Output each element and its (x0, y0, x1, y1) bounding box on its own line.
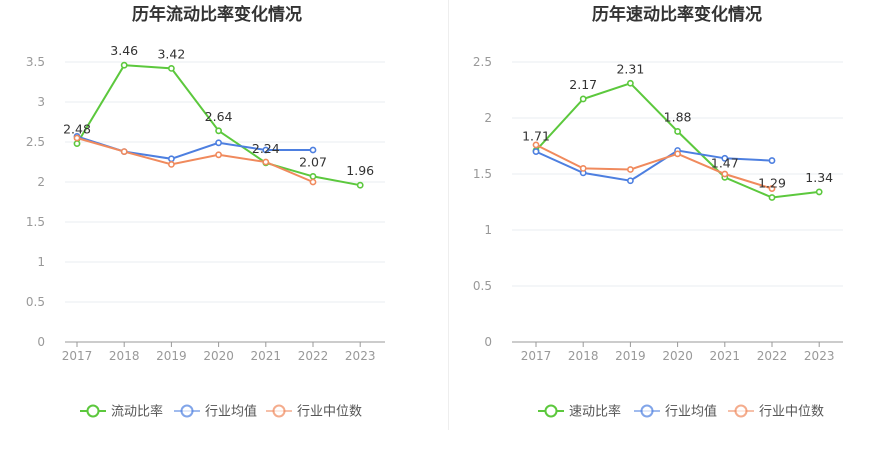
chart2-series-point-3 (674, 150, 681, 158)
chart2-series-line-3 (535, 144, 773, 190)
chart2-legend-marker-2[interactable] (640, 404, 654, 418)
chart1-x-tick-label: 2021 (251, 349, 282, 363)
chart2-series-line-2 (535, 149, 773, 182)
chart1-data-label: 2.24 (252, 141, 280, 156)
chart1-series-point-3 (262, 158, 270, 166)
chart1-legend-marker-3[interactable] (272, 404, 286, 418)
panel-divider (448, 0, 449, 430)
chart1-x-tick-label: 2020 (203, 349, 234, 363)
chart2-y-tick-label: 2.5 (473, 55, 492, 69)
chart1-data-label: 1.96 (346, 163, 374, 178)
chart2-series-point-2 (768, 157, 776, 164)
chart2-series-point-2 (627, 177, 634, 185)
chart2-data-label: 1.29 (758, 176, 786, 191)
chart1-series-point-1 (215, 127, 222, 135)
chart1-series-point-3 (120, 148, 128, 155)
chart2-x-tick-label: 2018 (568, 349, 599, 363)
chart2-x-tick-label: 2020 (662, 349, 693, 363)
chart1-y-tick-label: 0.5 (26, 295, 45, 309)
chart2-x-tick-label: 2021 (710, 349, 741, 363)
chart2-data-label: 1.88 (664, 109, 692, 124)
chart2-data-label: 2.31 (616, 61, 644, 76)
chart1-data-label: 2.48 (63, 122, 91, 137)
chart2-series-point-3 (579, 164, 587, 172)
chart2-series-point-1 (627, 79, 634, 87)
chart1-x-tick-label: 2019 (156, 349, 187, 363)
chart1-series-point-3 (73, 134, 81, 142)
chart1-x-tick-label: 2022 (298, 349, 329, 363)
chart2-data-label: 1.47 (711, 155, 739, 170)
chart2-series-point-1 (674, 128, 681, 135)
chart1-y-tick-label: 0 (37, 335, 45, 349)
chart2-x-tick-label: 2022 (757, 349, 788, 363)
chart2-series-point-3 (532, 141, 540, 149)
chart1-series-point-2 (167, 155, 175, 163)
chart2-series-point-1 (579, 95, 587, 103)
chart2-legend-label-3[interactable]: 行业中位数 (759, 405, 824, 420)
chart2-series-point-3 (627, 166, 634, 173)
chart2-y-tick-label: 1 (484, 223, 492, 237)
chart1-series-line-3 (76, 137, 314, 183)
chart2-y-tick-label: 2 (484, 111, 492, 125)
chart2-data-label: 1.71 (522, 128, 550, 143)
chart1-series-point-1 (309, 172, 317, 180)
chart2-data-label: 2.17 (569, 77, 597, 92)
chart2-y-tick-label: 0.5 (473, 279, 492, 293)
chart1-data-label: 2.07 (299, 154, 327, 169)
chart1-y-tick-label: 3.5 (26, 55, 45, 69)
chart1-y-tick-label: 2.5 (26, 135, 45, 149)
chart1-legend-label-1[interactable]: 流动比率 (111, 404, 163, 420)
chart2-x-tick-label: 2017 (521, 349, 552, 363)
chart1-legend-marker-1[interactable] (86, 404, 100, 418)
chart1-series-point-2 (215, 139, 222, 147)
chart1-x-tick-label: 2017 (62, 349, 93, 363)
chart1-series-point-3 (167, 160, 175, 168)
chart2-series-point-1 (815, 188, 823, 196)
chart1-series-point-3 (309, 178, 317, 186)
chart1-legend-label-3[interactable]: 行业中位数 (297, 405, 362, 420)
chart2-y-tick-label: 0 (484, 335, 492, 349)
chart1-y-tick-label: 3 (37, 95, 45, 109)
chart2-series-point-3 (721, 170, 729, 178)
chart1-series-point-1 (356, 181, 364, 189)
chart1-data-label: 2.64 (205, 109, 233, 124)
chart1-x-tick-label: 2018 (109, 349, 140, 363)
chart2-data-label: 1.34 (805, 170, 833, 185)
chart2-legend-label-2[interactable]: 行业均值 (665, 404, 717, 420)
chart2-x-tick-label: 2019 (615, 349, 646, 363)
chart2-x-tick-label: 2023 (804, 349, 835, 363)
chart1-data-label: 3.42 (157, 46, 185, 61)
chart1-x-tick-label: 2023 (345, 349, 376, 363)
chart1-legend-marker-2[interactable] (180, 404, 194, 418)
chart1-series-point-2 (262, 146, 270, 154)
chart2-legend-label-1[interactable]: 速动比率 (569, 404, 621, 420)
chart2-legend-marker-3[interactable] (734, 404, 748, 418)
chart1-data-label: 3.46 (110, 43, 138, 58)
chart1-y-tick-label: 1 (37, 255, 45, 269)
chart1-series-point-1 (167, 65, 175, 72)
chart1-legend-label-2[interactable]: 行业均值 (205, 404, 257, 420)
chart2-series-point-2 (532, 148, 540, 155)
chart2-series-point-2 (721, 154, 729, 162)
chart2-series-point-3 (768, 185, 776, 192)
chart1-y-tick-label: 2 (37, 175, 45, 189)
chart1-series-point-2 (309, 146, 317, 154)
chart1-y-tick-label: 1.5 (26, 215, 45, 229)
chart2-title: 历年速动比率变化情况 (592, 4, 762, 25)
chart2-series-point-1 (768, 194, 776, 201)
chart1-series-point-3 (215, 151, 222, 159)
chart2-legend-marker-1[interactable] (544, 404, 558, 418)
chart1-title: 历年流动比率变化情况 (132, 4, 302, 25)
chart1-series-point-1 (73, 140, 81, 147)
chart2-y-tick-label: 1.5 (473, 167, 492, 181)
chart1-series-point-1 (120, 61, 128, 69)
